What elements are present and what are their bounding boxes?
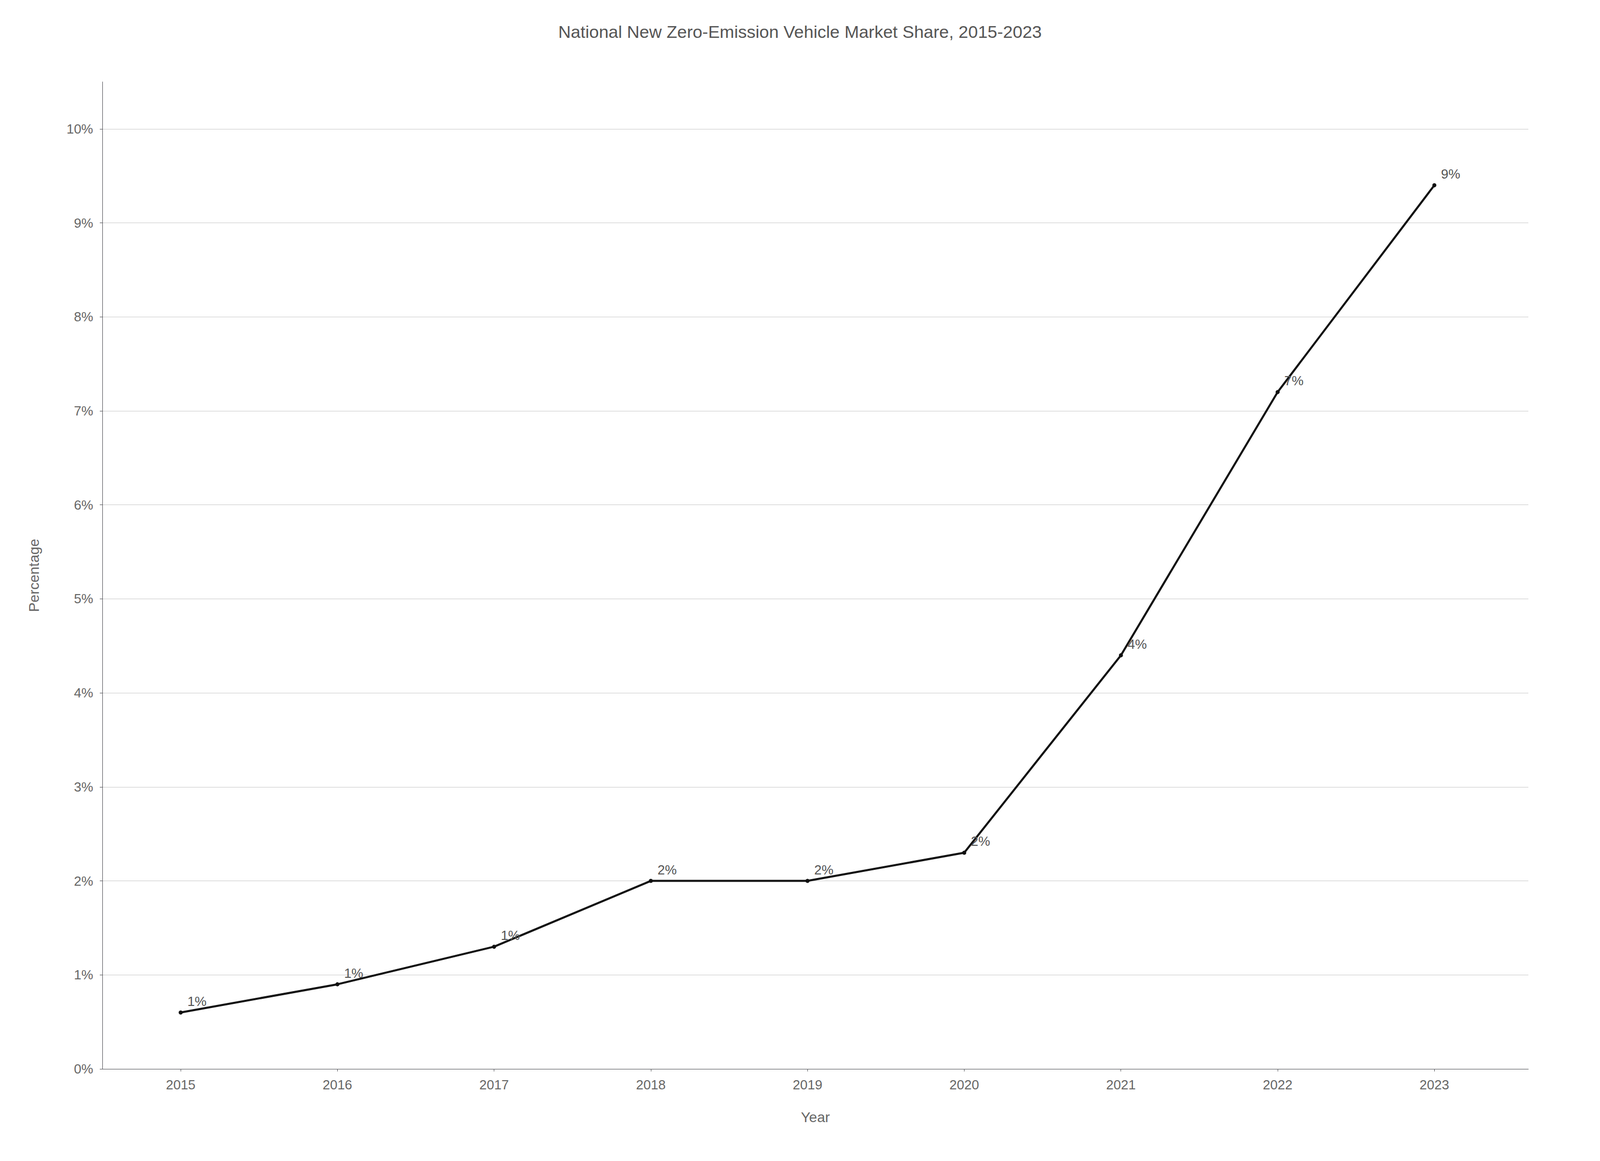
svg-text:5%: 5%	[73, 590, 94, 607]
svg-text:2015: 2015	[165, 1077, 196, 1093]
svg-text:8%: 8%	[73, 309, 94, 325]
svg-text:9%: 9%	[73, 215, 94, 231]
svg-text:2023: 2023	[1419, 1077, 1450, 1093]
svg-text:3%: 3%	[73, 779, 94, 795]
svg-text:2%: 2%	[657, 862, 677, 878]
svg-text:6%: 6%	[73, 497, 94, 513]
svg-text:1%: 1%	[187, 993, 207, 1010]
svg-text:2019: 2019	[792, 1077, 823, 1093]
svg-text:9%: 9%	[1440, 166, 1461, 182]
svg-text:1%: 1%	[343, 965, 364, 981]
svg-text:7%: 7%	[73, 403, 94, 419]
svg-text:1%: 1%	[73, 967, 94, 983]
svg-text:2022: 2022	[1262, 1077, 1293, 1093]
svg-text:2017: 2017	[479, 1077, 510, 1093]
svg-text:2%: 2%	[73, 873, 94, 889]
svg-text:0%: 0%	[73, 1061, 94, 1077]
svg-text:Percentage: Percentage	[26, 538, 42, 612]
svg-text:2%: 2%	[814, 862, 834, 878]
svg-text:1%: 1%	[500, 927, 521, 944]
svg-text:4%: 4%	[1127, 636, 1148, 652]
svg-text:2016: 2016	[322, 1077, 353, 1093]
svg-text:Year: Year	[800, 1109, 830, 1126]
svg-text:2%: 2%	[970, 833, 991, 849]
svg-text:National New Zero-Emission Veh: National New Zero-Emission Vehicle Marke…	[558, 22, 1042, 42]
svg-text:4%: 4%	[73, 685, 94, 701]
svg-text:2020: 2020	[949, 1077, 980, 1093]
svg-text:2021: 2021	[1106, 1077, 1136, 1093]
svg-text:7%: 7%	[1284, 373, 1304, 389]
svg-text:2018: 2018	[636, 1077, 666, 1093]
svg-text:10%: 10%	[66, 121, 94, 137]
